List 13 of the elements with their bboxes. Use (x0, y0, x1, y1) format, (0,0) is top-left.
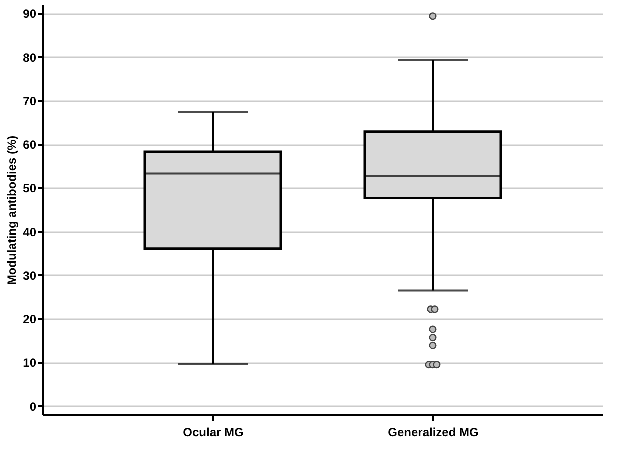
y-tick-label: 90 (23, 7, 37, 22)
y-tick-label: 0 (30, 400, 37, 414)
x-tick-label: Generalized MG (388, 426, 479, 440)
y-tick-label: 60 (23, 138, 37, 152)
y-tick-label: 20 (23, 312, 37, 327)
y-tick-label: 10 (23, 356, 37, 370)
y-tick-label: 40 (23, 225, 37, 240)
x-tick-label: Ocular MG (183, 426, 244, 440)
y-axis-title: Modulating antibodies (%) (5, 136, 20, 286)
y-tick-label: 80 (23, 50, 37, 65)
y-tick-label: 50 (23, 182, 37, 196)
y-tick-label: 70 (23, 94, 37, 108)
y-tick-label: 30 (23, 268, 37, 283)
